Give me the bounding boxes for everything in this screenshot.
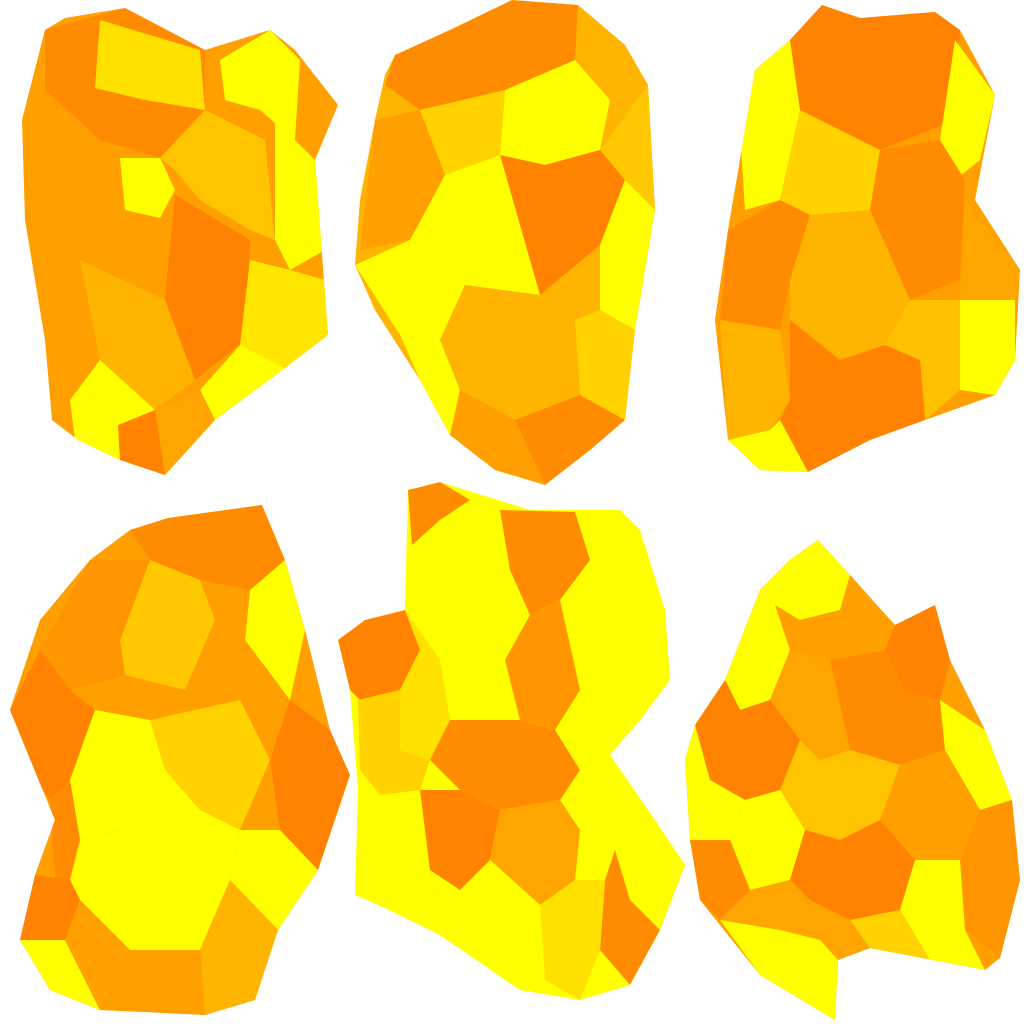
crystal-3-facet (780, 110, 880, 215)
crystal-6-facet (900, 860, 985, 970)
crystal-5-facet (610, 755, 685, 930)
crystal-4-facet (270, 700, 350, 870)
crystal-5-facet (490, 800, 580, 905)
crystal-5-facet (540, 880, 605, 1000)
crystal-4-facet (185, 580, 290, 700)
crystal-3-facet (790, 210, 910, 360)
crystal-4-facet (200, 880, 278, 1015)
crystal-5-facet (595, 510, 665, 640)
crystal-2 (355, 0, 655, 485)
crystal-3-facet (728, 420, 808, 472)
crystal-2-facet (420, 90, 505, 175)
crystal-2-facet (600, 85, 655, 210)
crystal-6-facet (885, 605, 950, 700)
crystal-4-facet (120, 560, 215, 690)
crystal-4-facet (40, 560, 150, 690)
crystal-4 (10, 505, 350, 1015)
crystal-4-facet (50, 780, 80, 880)
crystal-2-facet (410, 155, 540, 295)
crystal-2-facet (400, 335, 470, 435)
crystal-3-facet (780, 320, 925, 472)
crystal-3-facet (960, 300, 1015, 395)
crystal-4-facet (70, 710, 165, 840)
crystal-6-facet (720, 880, 870, 960)
crystal-1-facet (160, 110, 275, 240)
crystal-5-facet (600, 850, 660, 985)
crystal-3-facet (720, 320, 790, 440)
crystal-3-facet (885, 300, 960, 420)
crystal-6-facet (960, 800, 1020, 958)
crystal-6-facet (790, 610, 895, 660)
crystal-6-facet (730, 790, 805, 890)
crystal-2-facet (500, 60, 610, 165)
crystal-5-facet (420, 790, 500, 890)
crystal-6 (685, 540, 1020, 1020)
crystal-2-facet (360, 110, 445, 250)
crystal-6-facet (790, 820, 915, 920)
crystal-4-facet (150, 700, 270, 830)
crystal-2-facet (355, 240, 465, 340)
crystal-3-facet (740, 40, 800, 210)
crystal-1-facet (220, 30, 300, 140)
crystal-2-facet (575, 310, 635, 420)
crystal-2-facet (385, 0, 578, 110)
crystal-4-facet (20, 875, 80, 940)
crystal-2-facet (500, 150, 625, 295)
crystal-5 (338, 482, 685, 1000)
crystal-5-facet (505, 600, 580, 730)
crystal-6-facet (685, 725, 745, 840)
crystal-5-facet (338, 610, 420, 700)
crystal-6-facet (720, 920, 838, 1020)
crystal-2-facet (440, 285, 580, 420)
crystal-6-facet (850, 910, 930, 960)
crystal-5-facet (430, 720, 580, 810)
crystal-6-facet (770, 650, 850, 760)
crystal-5-facet (408, 482, 470, 545)
crystal-1-facet (95, 20, 205, 110)
crystal-1-facet (275, 120, 325, 270)
crystal-4-facet (230, 830, 318, 930)
crystal-3 (715, 5, 1020, 472)
crystal-5-facet (400, 610, 450, 760)
crystal-4-facet (130, 505, 285, 590)
crystal-3-facet (960, 200, 1020, 300)
crystal-2-facet (515, 395, 625, 485)
crystal-6-facet (725, 590, 790, 710)
crystal-6-facet (695, 680, 800, 800)
crystal-4-facet (65, 900, 205, 1015)
crystal-6-facet (830, 650, 945, 765)
crystal-1-facet (240, 260, 328, 368)
crystal-2-facet (600, 180, 655, 330)
crystal-1-facet (120, 158, 175, 218)
crystal-5-facet (440, 860, 545, 990)
crystal-1 (22, 8, 338, 475)
crystal-4-facet (20, 940, 100, 1010)
crystal-1-facet (165, 195, 250, 380)
crystal-6-facet (880, 750, 980, 860)
crystal-2-facet (450, 390, 545, 485)
crystal-5-facet (500, 510, 590, 615)
crystal-4-facet (245, 560, 305, 700)
crystal-3-facet (780, 5, 960, 150)
crystal-6-facet (760, 540, 850, 620)
crystal-1-facet (80, 260, 195, 410)
crystal-3-facet (940, 40, 995, 180)
crystal-1-facet (118, 410, 165, 475)
crystal-3-facet (720, 200, 810, 330)
crystal-6-facet (690, 840, 750, 920)
crystal-6-facet (940, 700, 1012, 810)
crystal-6-facet (780, 740, 900, 840)
crystal-4-facet (70, 770, 240, 950)
crystal-3-facet (870, 140, 965, 300)
crystal-5-facet (358, 690, 430, 795)
crystal-1-facet (200, 345, 285, 420)
